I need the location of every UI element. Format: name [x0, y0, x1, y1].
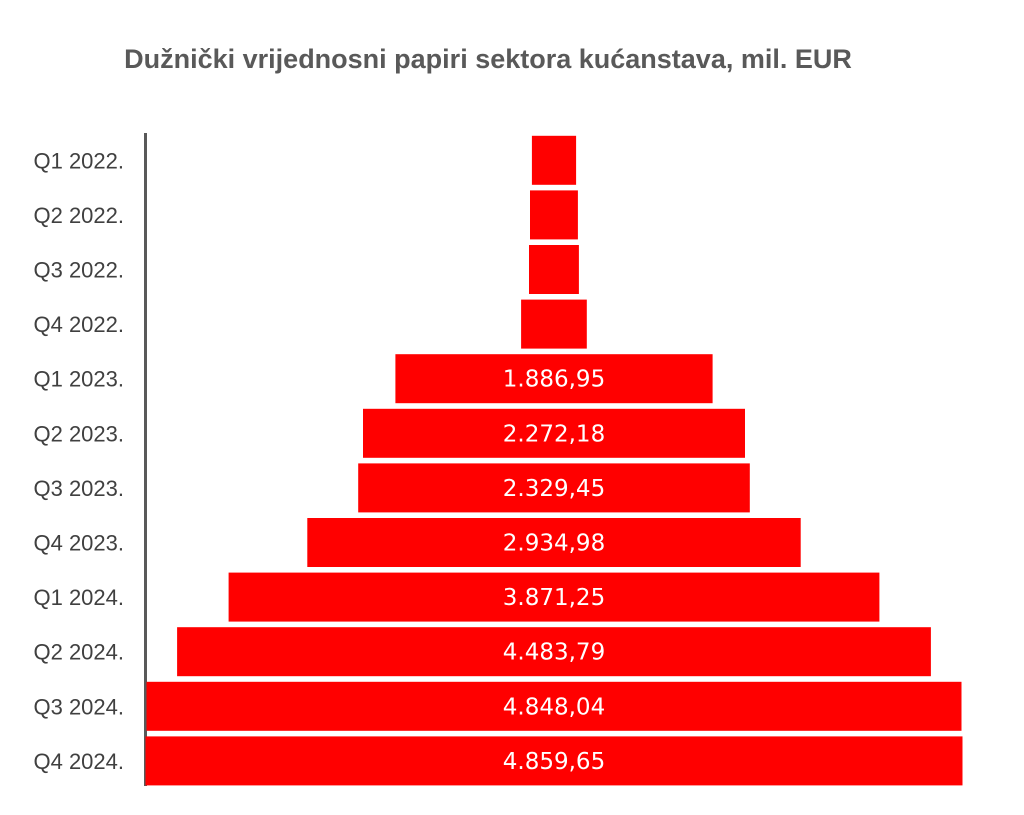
category-tick-label: Q2 2024. [33, 640, 124, 665]
bar-value-label: 3.871,25 [503, 585, 605, 611]
bar-value-label: 2.272,18 [503, 421, 605, 447]
bar [395, 354, 713, 404]
bar [363, 408, 745, 458]
category-tick-label: Q3 2022. [33, 258, 124, 283]
bar-value-label: 4.483,79 [503, 640, 605, 666]
category-tick-label: Q3 2023. [33, 476, 124, 501]
chart-title: Dužnički vrijednosni papiri sektora kuća… [124, 44, 852, 74]
bar-value-label: 4.859,65 [503, 749, 605, 775]
category-tick-label: Q1 2023. [33, 367, 124, 392]
bar [307, 518, 801, 567]
bar [529, 245, 579, 294]
bars-layer [145, 135, 963, 786]
category-tick-label: Q3 2024. [33, 694, 124, 719]
bar-value-label: 2.934,98 [503, 531, 605, 557]
category-tick-label: Q2 2022. [33, 203, 124, 228]
bar-value-label: 2.329,45 [503, 476, 605, 502]
bar [530, 190, 578, 240]
bar-value-label: 1.886,95 [503, 367, 605, 393]
category-tick-label: Q1 2024. [33, 585, 124, 610]
bar [177, 627, 931, 677]
labels-layer: Q1 2022. Q2 2022. Q3 2022. Q4 2022. Q1 2023.… [33, 148, 605, 775]
bar [531, 135, 577, 185]
category-tick-label: Q2 2023. [33, 421, 124, 446]
bar [145, 736, 963, 786]
bar-value-label: 4.848,04 [503, 694, 605, 720]
bar [228, 572, 880, 622]
category-tick-label: Q1 2022. [33, 148, 124, 173]
category-tick-label: Q4 2022. [33, 312, 124, 337]
bar [146, 681, 962, 731]
category-tick-label: Q4 2023. [33, 531, 124, 556]
category-tick-label: Q4 2024. [33, 749, 124, 774]
bar [358, 463, 750, 513]
bar [521, 299, 587, 349]
